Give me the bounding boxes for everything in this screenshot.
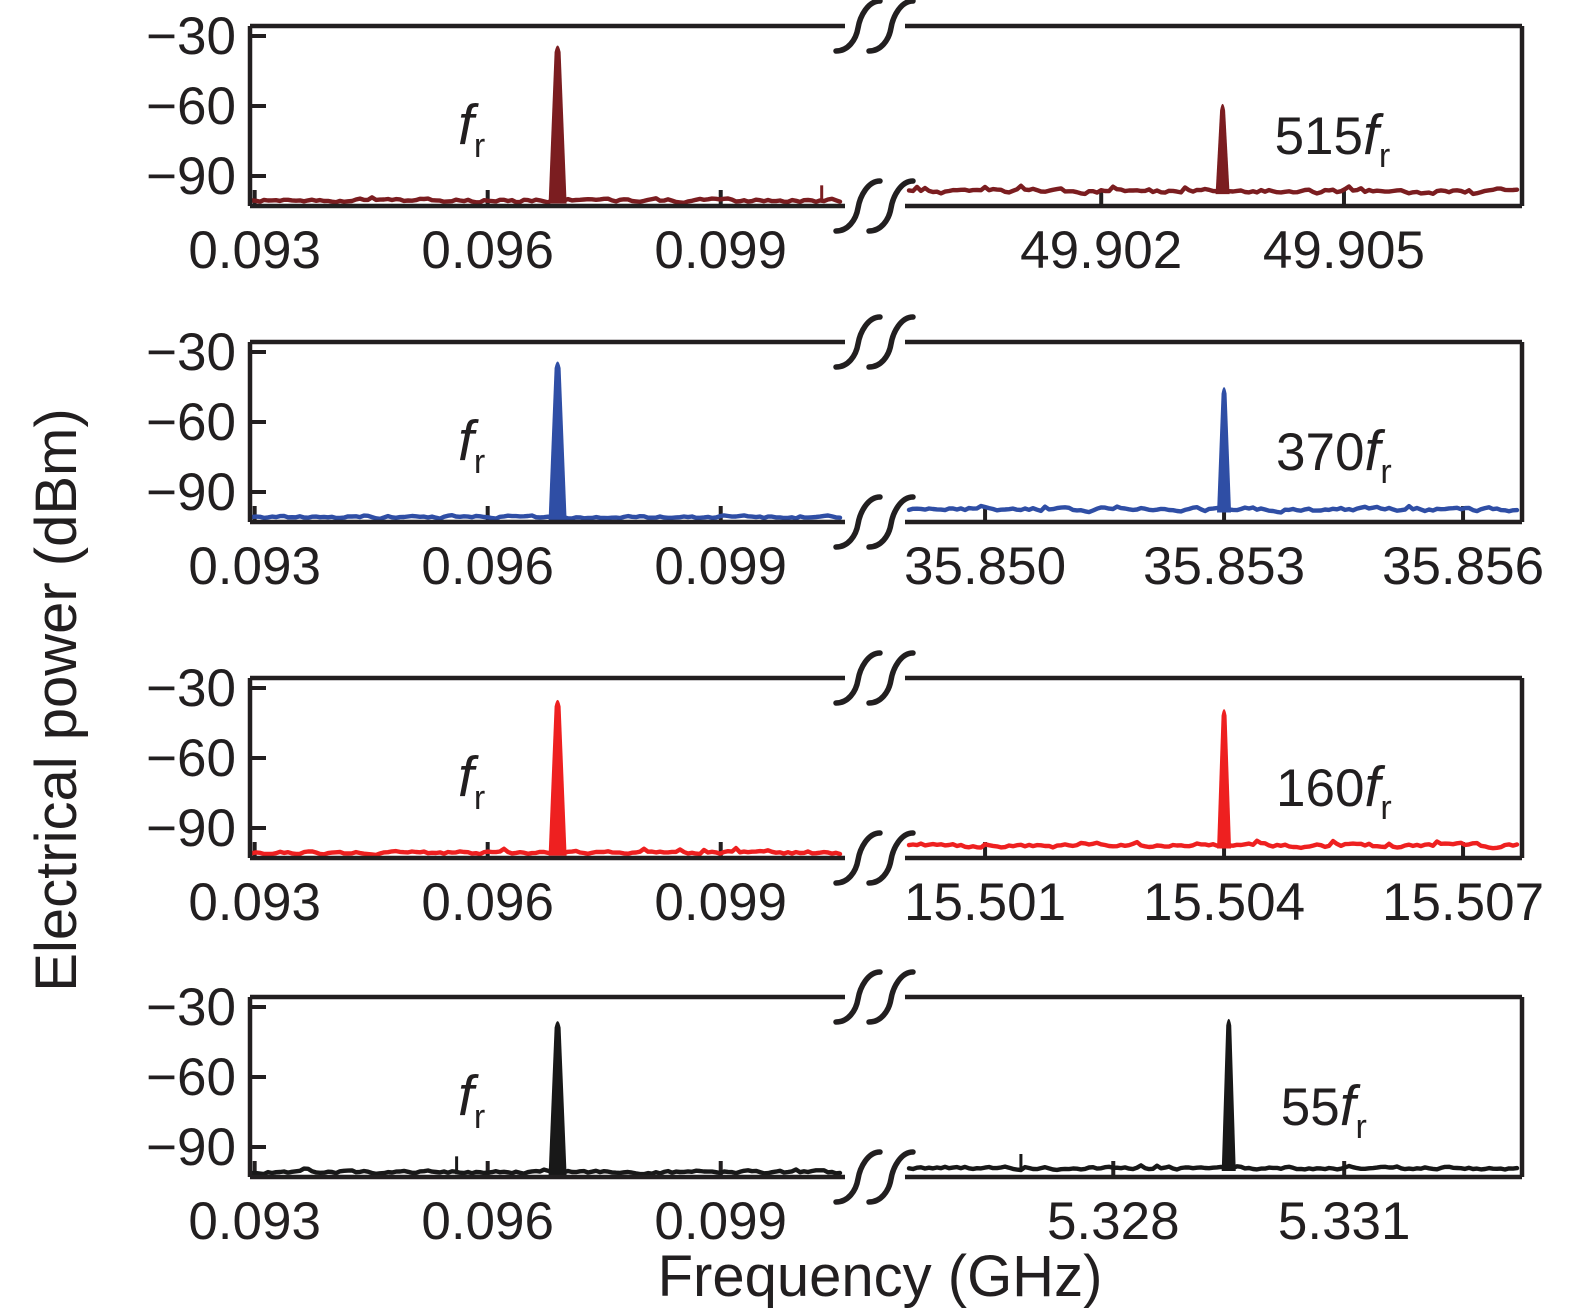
noise-trace <box>906 838 1520 851</box>
y-tick-label: −90 <box>146 463 236 522</box>
axis-break-mark <box>833 0 883 54</box>
x-tick-label: 0.093 <box>188 537 321 596</box>
panel-55fr: 0.093 0.096 0.099 5.328 5.331 −30 −60 −90 fr 55fr <box>146 969 1525 1251</box>
noise-trace <box>906 183 1520 197</box>
x-tick-label: 0.096 <box>421 1192 554 1251</box>
axis-break-mark <box>866 494 916 550</box>
noise-trace <box>249 195 843 206</box>
fr-annotation: fr <box>458 409 485 481</box>
y-tick-label: −60 <box>146 729 236 788</box>
panel-frame <box>247 339 1525 525</box>
axis-break-mark <box>866 650 916 706</box>
x-tick-label: 0.099 <box>654 221 787 280</box>
signal-peak <box>1215 103 1230 195</box>
x-tick-label: 49.905 <box>1263 221 1425 280</box>
axis-break-mark <box>866 178 916 234</box>
panel-frame <box>247 994 1525 1180</box>
y-tick-label: −90 <box>146 799 236 858</box>
noise-trace <box>249 1166 843 1177</box>
panel-160fr: 0.093 0.096 0.099 15.501 15.504 15.507 −30 −60 −… <box>146 650 1544 932</box>
harmonic-annotation: 55fr <box>1281 1074 1367 1146</box>
x-tick-label: 0.096 <box>421 873 554 932</box>
axis-break-mark <box>866 314 916 370</box>
signal-peak <box>548 699 567 856</box>
signal-peak <box>1221 1018 1236 1171</box>
x-tick-label: 35.853 <box>1143 537 1305 596</box>
axis-break-mark <box>833 830 883 886</box>
axis-break-mark <box>833 650 883 706</box>
x-tick-label: 0.099 <box>654 537 787 596</box>
axis-break-mark <box>833 969 883 1025</box>
x-tick-label: 0.099 <box>654 873 787 932</box>
panel-frame <box>247 675 1525 861</box>
y-tick-label: −30 <box>146 659 236 718</box>
y-tick-label: −60 <box>146 1048 236 1107</box>
y-tick-label: −30 <box>146 7 236 66</box>
x-tick-label: 15.501 <box>904 873 1066 932</box>
panel-515fr: 0.093 0.096 0.099 49.902 49.905 −30 −60 −90 fr 51… <box>146 0 1525 280</box>
axis-break-mark <box>866 969 916 1025</box>
signal-peak <box>548 1021 567 1176</box>
y-tick-label: −90 <box>146 147 236 206</box>
x-tick-label: 0.096 <box>421 537 554 596</box>
y-tick-label: −60 <box>146 393 236 452</box>
harmonic-annotation: 515fr <box>1275 103 1391 175</box>
y-tick-label: −60 <box>146 77 236 136</box>
x-tick-label: 0.093 <box>188 873 321 932</box>
y-tick-label: −90 <box>146 1118 236 1177</box>
noise-trace <box>249 845 843 858</box>
noise-trace <box>906 503 1520 515</box>
y-tick-label: −30 <box>146 323 236 382</box>
axis-break-mark <box>833 494 883 550</box>
axis-break-mark <box>866 0 916 54</box>
signal-peak <box>548 361 567 521</box>
signal-peak <box>1217 387 1232 513</box>
axis-break-mark <box>866 830 916 886</box>
fr-annotation: fr <box>458 1064 485 1136</box>
x-tick-label: 0.096 <box>421 221 554 280</box>
fr-annotation: fr <box>458 93 485 165</box>
x-tick-label: 35.856 <box>1382 537 1544 596</box>
x-axis-title: Frequency (GHz) <box>658 1244 1103 1309</box>
panel-370fr: 0.093 0.096 0.099 35.850 35.853 35.856 −30 −60 −… <box>146 314 1544 596</box>
axis-break-mark <box>833 314 883 370</box>
y-axis-title: Electrical power (dBm) <box>24 408 89 991</box>
y-tick-label: −30 <box>146 978 236 1037</box>
x-tick-label: 0.093 <box>188 221 321 280</box>
fr-annotation: fr <box>458 745 485 817</box>
signal-peak <box>548 45 567 204</box>
signal-peak <box>1217 709 1232 849</box>
x-tick-label: 35.850 <box>904 537 1066 596</box>
noise-trace <box>906 1163 1520 1173</box>
axis-break-mark <box>833 178 883 234</box>
axis-break-mark <box>833 1149 883 1205</box>
panel-frame <box>247 23 1525 209</box>
x-tick-label: 5.331 <box>1278 1192 1411 1251</box>
x-tick-label: 15.504 <box>1143 873 1305 932</box>
harmonic-annotation: 370fr <box>1276 419 1392 491</box>
x-tick-label: 15.507 <box>1382 873 1544 932</box>
x-tick-label: 0.099 <box>654 1192 787 1251</box>
x-tick-label: 5.328 <box>1047 1192 1180 1251</box>
noise-trace <box>249 513 843 521</box>
axis-break-mark <box>866 1149 916 1205</box>
x-tick-label: 49.902 <box>1020 221 1182 280</box>
x-tick-label: 0.093 <box>188 1192 321 1251</box>
harmonic-annotation: 160fr <box>1276 755 1392 827</box>
